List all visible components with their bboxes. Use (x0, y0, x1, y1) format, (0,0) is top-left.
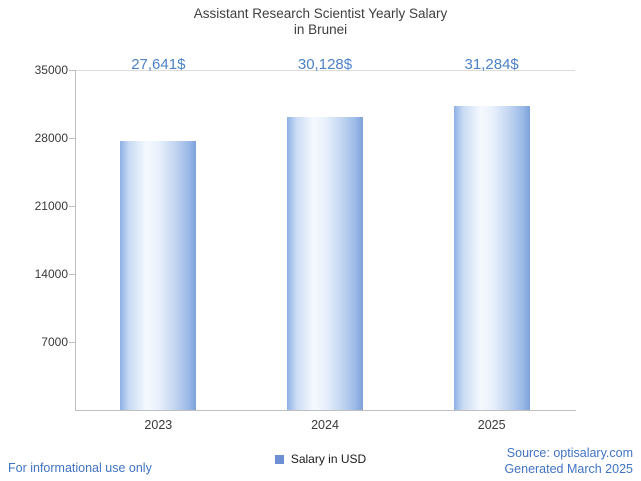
bar-value-label: 31,284$ (464, 56, 519, 73)
legend-label: Salary in USD (290, 452, 367, 466)
footer-disclaimer: For informational use only (8, 461, 152, 475)
plot-area (75, 70, 576, 411)
y-axis-tick-label: 21000 (34, 199, 68, 213)
bar (287, 117, 363, 410)
y-axis-tick-mark (69, 206, 75, 207)
chart-title: Assistant Research Scientist Yearly Sala… (0, 6, 641, 38)
y-axis-tick-mark (69, 138, 75, 139)
source-text[interactable]: Source: optisalary.com (506, 446, 633, 460)
bar-value-label: 30,128$ (297, 56, 353, 73)
y-axis-tick-label: 35000 (34, 63, 68, 77)
bar (120, 141, 197, 410)
bar-value-label: 27,641$ (131, 56, 186, 73)
y-axis-tick-label: 7000 (41, 335, 68, 349)
y-axis-tick-mark (69, 342, 75, 343)
y-axis-tick-label: 14000 (34, 267, 68, 281)
y-axis-tick-label: 28000 (34, 131, 68, 145)
legend: Salary in USD (0, 452, 641, 466)
chart-title-line1: Assistant Research Scientist Yearly Sala… (193, 6, 448, 21)
chart-title-line2: in Brunei (293, 22, 348, 37)
generated-text: Generated March 2025 (504, 462, 633, 476)
gridline-top (75, 70, 575, 71)
x-axis-label: 2024 (311, 418, 339, 432)
footer-source-block: Source: optisalary.com Generated March 2… (504, 445, 633, 477)
x-axis-label: 2023 (144, 418, 173, 432)
x-axis-label: 2025 (477, 418, 506, 432)
legend-swatch (274, 454, 284, 464)
y-axis-tick-mark (69, 274, 75, 275)
y-axis-tick-mark (69, 70, 75, 71)
bar (453, 106, 530, 410)
